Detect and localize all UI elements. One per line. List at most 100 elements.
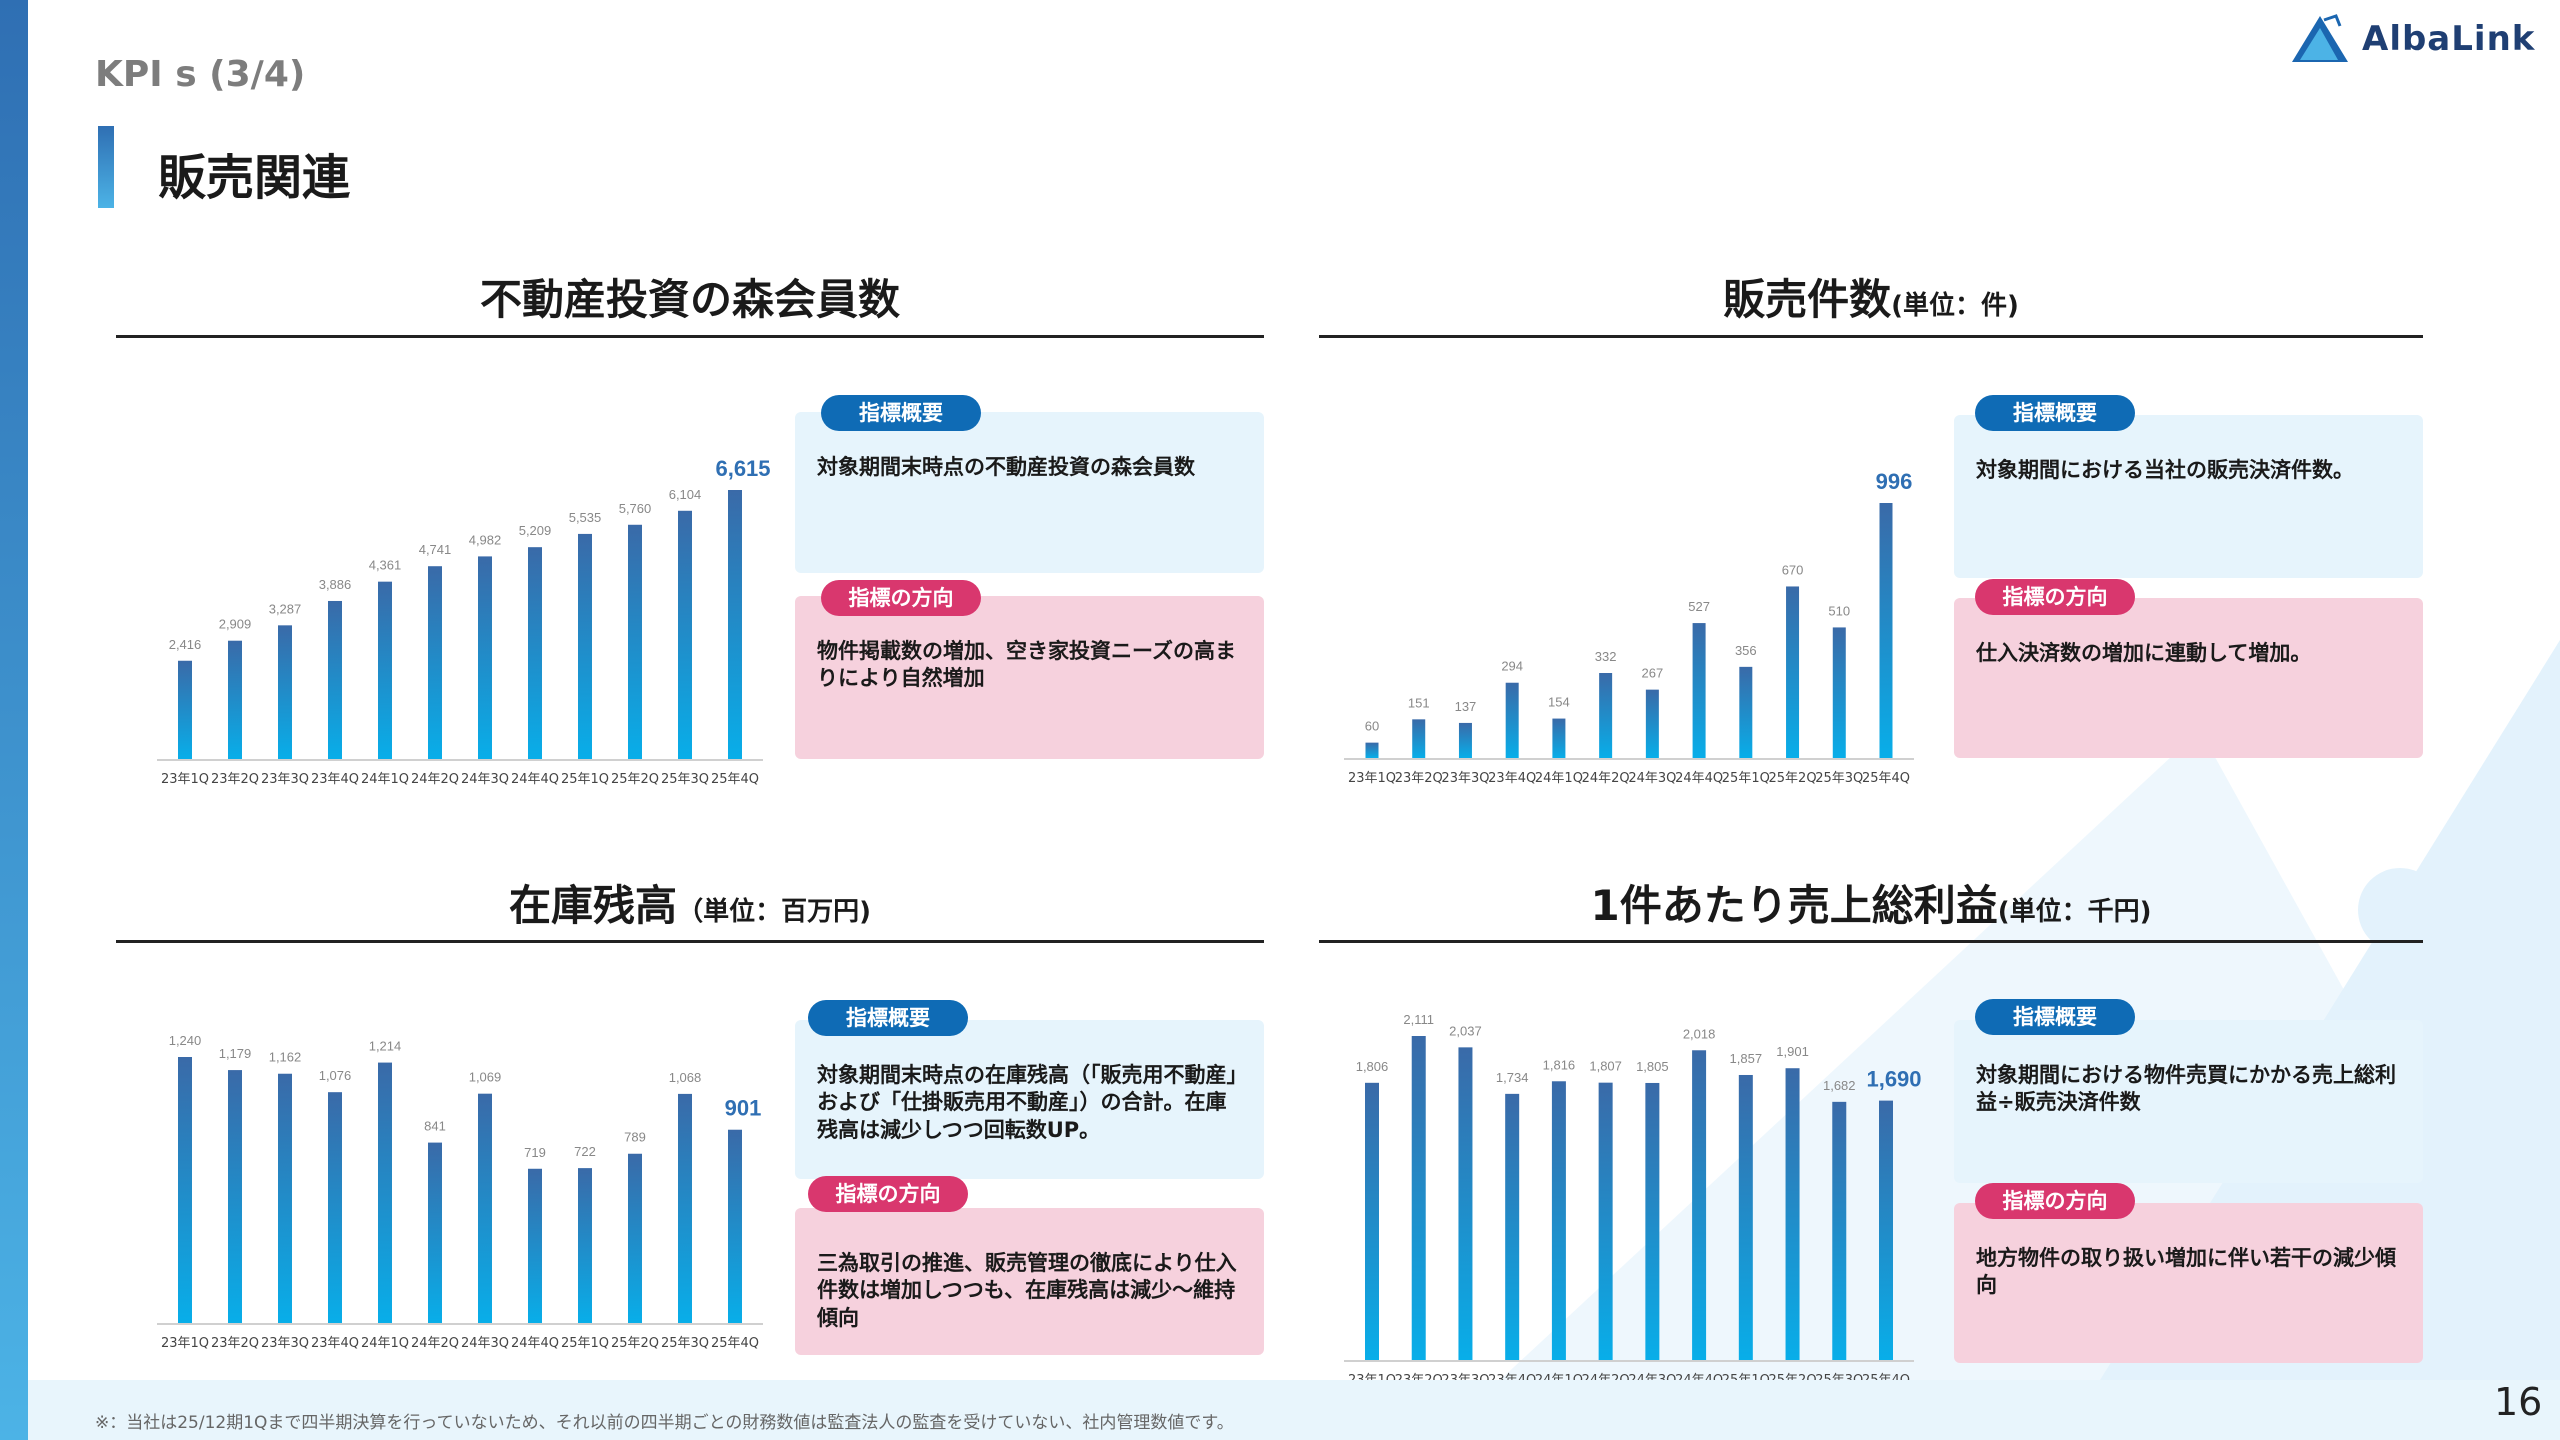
bar [178,660,192,759]
direction-box: 仕入決済数の増加に連動して増加。 [1954,598,2423,758]
bar [228,640,242,759]
category-label: 23年1Q [161,1336,209,1351]
bar [1738,1074,1753,1360]
bar [728,490,742,759]
category-label: 23年1Q [1348,771,1396,786]
title-rule [1319,335,2423,338]
data-label: 2,416 [169,637,202,652]
data-label: 1,076 [319,1068,352,1083]
data-label: 1,162 [269,1050,302,1065]
panel-unit: (単位：件) [1891,291,2019,321]
overview-text: 対象期間末時点の不動産投資の森会員数 [817,455,1195,479]
category-label: 24年1Q [361,772,409,787]
data-label: 5,209 [519,523,552,538]
bar [1739,666,1753,758]
category-label: 24年1Q [1535,771,1583,786]
data-label: 510 [1828,603,1850,618]
overview-badge: 指標概要 [808,1000,968,1036]
direction-box: 地方物件の取り扱い増加に伴い若干の減少傾向 [1954,1203,2423,1363]
category-label: 24年4Q [511,772,559,787]
data-label: 2,111 [1403,1012,1434,1027]
data-label: 2,037 [1449,1023,1482,1038]
panel-title-inventory: 在庫残高（単位：百万円) [116,872,1264,933]
overview-text: 対象期間における当社の販売決済件数。 [1976,458,2354,482]
logo-text: AlbaLink [2362,19,2536,59]
bar [1552,718,1566,758]
data-label: 1,901 [1776,1044,1809,1059]
data-label: 137 [1455,699,1477,714]
data-label: 294 [1501,659,1523,674]
bar [1505,1093,1520,1360]
footer-band [28,1380,2560,1440]
bar [278,1073,292,1323]
data-label: 6,104 [669,487,702,502]
data-label: 2,909 [219,617,252,632]
bar [728,1129,742,1323]
title-rule [116,940,1264,943]
bar [278,625,292,759]
overview-badge: 指標概要 [1975,395,2135,431]
data-label: 670 [1782,562,1804,577]
bar [1599,673,1613,758]
data-label: 2,018 [1683,1026,1716,1041]
panel-title-gross-profit: 1件あたり売上総利益(単位：千円) [1319,872,2423,933]
members-bar-chart: 2,416 23年1Q 2,909 23年2Q 3,287 23年3Q 3,886 23年4Q… [157,456,771,787]
data-label: 267 [1642,666,1664,681]
title-rule [116,335,1264,338]
data-label: 1,807 [1589,1059,1622,1074]
data-label: 1,240 [169,1033,202,1048]
category-label: 24年3Q [461,772,509,787]
panel-title-text: 在庫残高 [509,881,678,930]
bar [1645,689,1659,758]
bar [1692,1050,1707,1360]
category-label: 24年1Q [361,1336,409,1351]
overview-box: 対象期間における当社の販売決済件数。 [1954,415,2423,578]
sales-count-bar-chart: 60 23年1Q 151 23年2Q 137 23年3Q 294 23年4Q 154 24年1Q 3… [1344,469,1914,786]
data-label: 4,361 [369,558,402,573]
category-label: 25年4Q [711,772,759,787]
data-label: 789 [624,1130,646,1145]
data-label: 332 [1595,649,1617,664]
bar [1786,586,1800,758]
overview-badge: 指標概要 [1975,999,2135,1035]
bar [328,1092,342,1323]
panel-unit: (単位：千円) [1997,897,2152,927]
bar [1785,1068,1800,1360]
data-label: 6,615 [715,456,770,481]
bar [528,1168,542,1323]
overview-box: 対象期間における物件売買にかかる売上総利益÷販売決済件数 [1954,1020,2423,1183]
bar [1832,627,1846,758]
bar [678,510,692,759]
data-label: 4,982 [469,532,502,547]
data-label: 527 [1688,599,1710,614]
bar [1458,722,1472,758]
category-label: 25年4Q [1862,771,1910,786]
direction-text: 物件掲載数の増加、空き家投資ニーズの高まりにより自然増加 [817,639,1236,691]
category-label: 23年3Q [1441,771,1489,786]
direction-box: 三為取引の推進、販売管理の徹底により仕入件数は増加しつつも、在庫残高は減少～維持… [795,1208,1264,1355]
logo-mark-icon [2292,14,2348,62]
category-label: 23年1Q [161,772,209,787]
panel-unit: （単位：百万円) [677,897,871,927]
left-accent-stripe [0,0,28,1440]
category-label: 25年3Q [661,1336,709,1351]
bar [228,1070,242,1323]
category-label: 24年4Q [511,1336,559,1351]
data-label: 1,857 [1730,1051,1763,1066]
data-label: 1,806 [1356,1059,1389,1074]
category-label: 25年1Q [561,1336,609,1351]
data-label: 1,816 [1543,1057,1576,1072]
direction-text: 三為取引の推進、販売管理の徹底により仕入件数は増加しつつも、在庫残高は減少～維持… [817,1251,1237,1330]
data-label: 722 [574,1144,596,1159]
data-label: 356 [1735,643,1757,658]
kpi-page-label: KPI s (3/4) [95,54,306,95]
inventory-bar-chart: 1,240 23年1Q 1,179 23年2Q 1,162 23年3Q 1,076 23年4Q… [157,1033,763,1351]
data-label: 1,068 [669,1070,702,1085]
data-label: 1,179 [219,1046,252,1061]
data-label: 154 [1548,695,1570,710]
bar [1879,1100,1893,1360]
bar [478,1093,492,1323]
category-label: 23年3Q [261,772,309,787]
category-label: 23年3Q [261,1336,309,1351]
category-label: 25年4Q [711,1336,759,1351]
